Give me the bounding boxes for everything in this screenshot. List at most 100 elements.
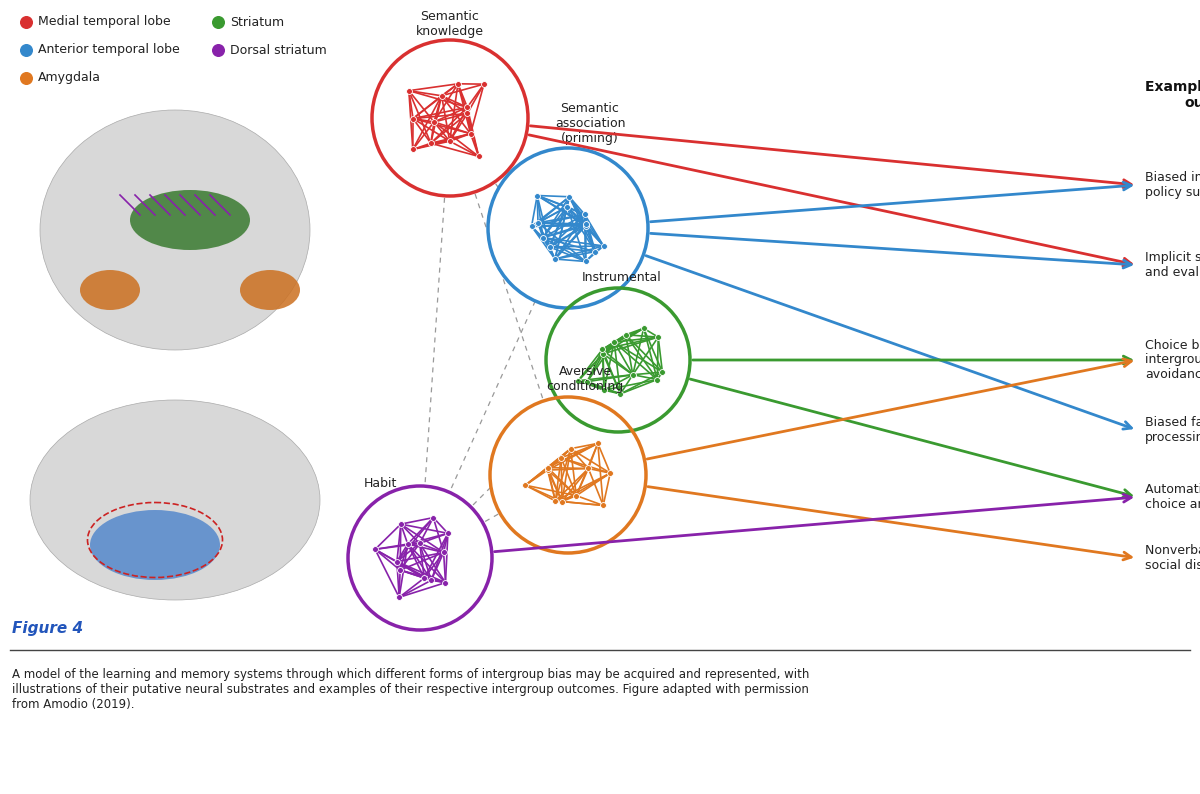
- Text: Biased face
processing: Biased face processing: [1145, 416, 1200, 444]
- Ellipse shape: [40, 110, 310, 350]
- Point: [649, 331, 668, 344]
- Text: A model of the learning and memory systems through which different forms of inte: A model of the learning and memory syste…: [12, 668, 809, 711]
- Point: [578, 462, 598, 475]
- Point: [425, 116, 444, 129]
- Point: [538, 464, 557, 476]
- Point: [601, 467, 620, 480]
- Point: [17, 16, 36, 29]
- Point: [576, 255, 595, 268]
- Text: Aversive
conditioning: Aversive conditioning: [546, 365, 624, 393]
- Point: [546, 252, 565, 265]
- Text: Striatum: Striatum: [230, 16, 284, 29]
- Ellipse shape: [130, 190, 250, 250]
- Point: [390, 591, 409, 603]
- Text: Choice bias,
intergroup approach/
avoidance: Choice bias, intergroup approach/ avoida…: [1145, 338, 1200, 381]
- Point: [552, 495, 571, 508]
- Point: [594, 499, 613, 512]
- Point: [449, 78, 468, 91]
- Point: [403, 143, 422, 156]
- Point: [400, 84, 419, 97]
- Text: Implicit stereotypes
and evaluations: Implicit stereotypes and evaluations: [1145, 251, 1200, 279]
- Text: Figure 4: Figure 4: [12, 620, 83, 635]
- Point: [17, 71, 36, 84]
- Point: [576, 219, 595, 232]
- Point: [421, 137, 440, 149]
- Point: [594, 384, 613, 396]
- Circle shape: [373, 41, 527, 195]
- Point: [366, 543, 385, 556]
- Point: [577, 376, 596, 388]
- Point: [546, 495, 565, 507]
- Point: [461, 127, 480, 140]
- Point: [436, 576, 455, 589]
- Point: [424, 511, 443, 524]
- Point: [457, 107, 476, 120]
- Point: [528, 189, 547, 202]
- Point: [575, 208, 594, 221]
- Point: [616, 329, 635, 341]
- Point: [410, 537, 430, 549]
- Text: Example intergroup
outcomes: Example intergroup outcomes: [1145, 80, 1200, 110]
- Text: Semantic
association
(priming): Semantic association (priming): [554, 102, 625, 145]
- Point: [421, 574, 440, 587]
- Text: Dorsal striatum: Dorsal striatum: [230, 44, 326, 56]
- Text: Biased impressions/
policy support: Biased impressions/ policy support: [1145, 171, 1200, 199]
- Point: [390, 564, 409, 576]
- Point: [593, 343, 612, 356]
- Point: [559, 191, 578, 203]
- Circle shape: [491, 398, 646, 552]
- Point: [566, 489, 586, 502]
- Point: [474, 78, 493, 91]
- Text: Automatic bias in
choice and action: Automatic bias in choice and action: [1145, 483, 1200, 511]
- Point: [588, 437, 607, 449]
- Point: [558, 200, 577, 213]
- Point: [538, 461, 557, 474]
- Text: Habit: Habit: [364, 477, 397, 490]
- Point: [605, 336, 624, 349]
- Ellipse shape: [30, 400, 320, 600]
- Text: Anterior temporal lobe: Anterior temporal lobe: [38, 44, 180, 56]
- Text: Instrumental: Instrumental: [582, 271, 662, 284]
- Point: [623, 368, 642, 381]
- Circle shape: [547, 289, 689, 431]
- Text: Amygdala: Amygdala: [38, 71, 101, 84]
- Point: [569, 374, 588, 387]
- Point: [398, 538, 418, 550]
- Point: [432, 90, 451, 102]
- Point: [586, 245, 605, 258]
- Point: [522, 220, 541, 233]
- Point: [594, 240, 613, 252]
- Point: [540, 241, 559, 253]
- Point: [576, 218, 595, 230]
- Point: [457, 101, 476, 114]
- Text: Semantic
knowledge: Semantic knowledge: [416, 10, 484, 38]
- Point: [528, 217, 547, 229]
- Point: [634, 322, 653, 334]
- Text: Medial temporal lobe: Medial temporal lobe: [38, 16, 170, 29]
- Point: [209, 44, 228, 56]
- Point: [552, 452, 571, 464]
- Point: [594, 348, 613, 360]
- Point: [391, 518, 410, 530]
- Ellipse shape: [80, 270, 140, 310]
- Ellipse shape: [90, 510, 220, 580]
- Point: [434, 546, 454, 559]
- Point: [440, 135, 460, 148]
- Point: [469, 150, 488, 163]
- Point: [516, 479, 535, 491]
- Point: [611, 387, 630, 400]
- Circle shape: [490, 149, 647, 307]
- Point: [438, 527, 457, 540]
- Point: [415, 572, 434, 584]
- Point: [533, 231, 552, 244]
- Point: [209, 16, 228, 29]
- Point: [653, 366, 672, 379]
- Ellipse shape: [240, 270, 300, 310]
- Point: [403, 112, 422, 125]
- Point: [560, 442, 580, 455]
- Text: Nonverbal anxiety,
social distance: Nonverbal anxiety, social distance: [1145, 544, 1200, 572]
- Point: [648, 373, 667, 386]
- Point: [388, 555, 407, 568]
- Circle shape: [349, 487, 491, 629]
- Point: [17, 44, 36, 56]
